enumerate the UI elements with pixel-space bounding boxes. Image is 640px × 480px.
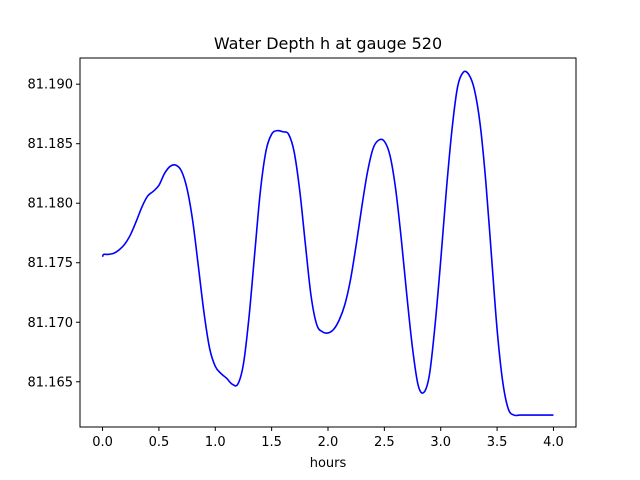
x-tick-label: 0.0 — [92, 435, 113, 450]
axes-frame — [79, 57, 577, 428]
series-line — [101, 70, 554, 417]
x-tick-label: 0.5 — [149, 435, 170, 450]
x-tick-label: 1.5 — [261, 435, 282, 450]
plot-layer — [101, 70, 554, 417]
x-tick-label: 3.5 — [487, 435, 508, 450]
x-tick-label: 2.0 — [318, 435, 339, 450]
x-tick-label: 3.0 — [430, 435, 451, 450]
chart-title: Water Depth h at gauge 520 — [214, 34, 442, 53]
x-tick-label: 2.5 — [374, 435, 395, 450]
y-tick-label: 81.165 — [28, 375, 74, 390]
x-axis-label: hours — [310, 456, 347, 471]
y-tick-label: 81.175 — [28, 256, 74, 271]
y-tick-label: 81.185 — [28, 137, 74, 152]
y-tick-label: 81.170 — [28, 316, 74, 331]
x-tick-label: 4.0 — [543, 435, 564, 450]
x-tick-label: 1.0 — [205, 435, 226, 450]
y-tick-label: 81.190 — [28, 78, 74, 93]
ticks-layer: 0.0 0.5 1.0 1.5 2.0 2.5 3.0 3.5 4.0 81.165 81.170 8… — [28, 78, 564, 450]
y-tick-label: 81.180 — [28, 197, 74, 212]
